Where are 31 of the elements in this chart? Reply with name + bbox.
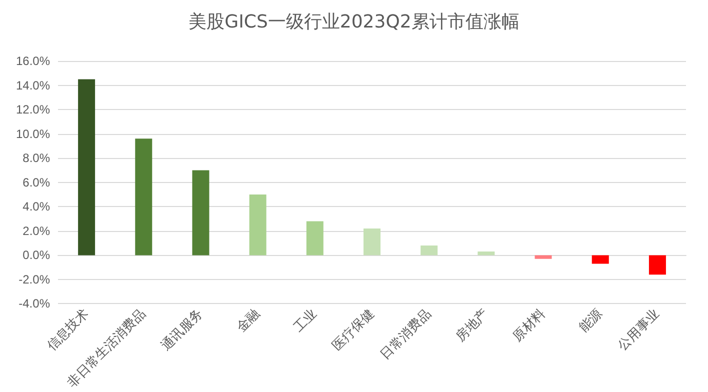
x-tick-label: 公用事业 — [615, 306, 663, 354]
x-tick-label: 通讯服务 — [158, 306, 206, 354]
x-tick-label: 能源 — [576, 306, 606, 336]
y-tick-label: 14.0% — [16, 78, 50, 92]
y-tick-label: 2.0% — [22, 224, 50, 238]
bar — [78, 79, 96, 256]
y-tick-label: -2.0% — [18, 272, 50, 286]
y-tick-label: 8.0% — [22, 151, 50, 166]
bar — [592, 255, 609, 264]
y-tick-label: 6.0% — [22, 175, 50, 190]
bar — [420, 245, 438, 256]
x-tick-label: 原材料 — [510, 306, 549, 345]
x-tick-label: 房地产 — [452, 306, 492, 345]
x-tick-label: 医疗保健 — [330, 306, 378, 354]
bar — [534, 255, 552, 259]
x-tick-label: 金融 — [234, 306, 264, 336]
y-tick-label: 16.0% — [16, 54, 50, 68]
bar — [478, 252, 495, 256]
x-tick-label: 日常消费品 — [378, 306, 434, 364]
y-tick-label: 4.0% — [22, 200, 50, 214]
y-tick-label: 0.0% — [22, 248, 50, 262]
bar — [364, 228, 380, 256]
y-tick-label: 10.0% — [16, 126, 50, 141]
y-tick-label: 12.0% — [16, 102, 50, 117]
bar — [306, 221, 324, 256]
bar — [249, 194, 266, 256]
bar — [192, 170, 210, 256]
x-tick-label: 工业 — [291, 306, 320, 336]
bar — [135, 138, 152, 256]
bar — [648, 255, 666, 275]
chart-title: 美股GICS一级行业2023Q2累计市值涨幅 — [188, 12, 520, 32]
